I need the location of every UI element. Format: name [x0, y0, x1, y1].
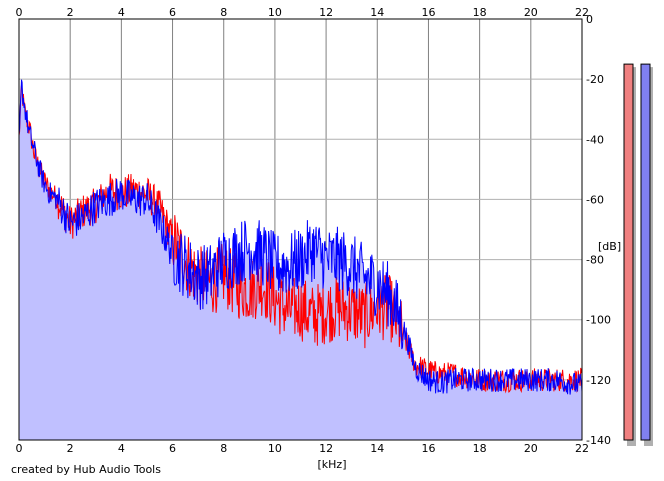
x-tick-label-top-7: 14 — [370, 6, 384, 19]
x-tick-label-bottom-0: 0 — [16, 442, 23, 455]
y-tick-label-0: 0 — [586, 13, 593, 26]
x-tick-label-top-8: 16 — [421, 6, 435, 19]
x-tick-label-top-4: 8 — [220, 6, 227, 19]
x-tick-label-bottom-8: 16 — [421, 442, 435, 455]
x-tick-label-bottom-3: 6 — [169, 442, 176, 455]
credit-text: created by Hub Audio Tools — [11, 463, 161, 476]
x-tick-label-top-0: 0 — [16, 6, 23, 19]
y-tick-label-3: -60 — [586, 193, 604, 206]
level-meter-1 — [640, 63, 651, 441]
x-tick-label-top-9: 18 — [473, 6, 487, 19]
x-tick-label-bottom-9: 18 — [473, 442, 487, 455]
x-tick-label-top-3: 6 — [169, 6, 176, 19]
x-tick-label-top-2: 4 — [118, 6, 125, 19]
x-axis-unit: [kHz] — [318, 458, 347, 471]
x-tick-label-bottom-2: 4 — [118, 442, 125, 455]
x-tick-label-bottom-1: 2 — [67, 442, 74, 455]
level-meter-0 — [623, 63, 634, 441]
x-tick-label-bottom-5: 10 — [268, 442, 282, 455]
y-tick-label-7: -140 — [586, 434, 611, 447]
x-tick-label-bottom-4: 8 — [220, 442, 227, 455]
x-tick-label-bottom-6: 12 — [319, 442, 333, 455]
x-tick-label-top-10: 20 — [524, 6, 538, 19]
y-axis-unit: [dB] — [598, 240, 621, 253]
x-tick-label-top-11: 22 — [575, 6, 589, 19]
x-tick-label-top-6: 12 — [319, 6, 333, 19]
x-tick-label-bottom-10: 20 — [524, 442, 538, 455]
tick-labels: 002244668810101212141416161818202022220-… — [16, 6, 611, 455]
x-tick-label-bottom-11: 22 — [575, 442, 589, 455]
plot-border — [18, 18, 583, 441]
series-line-right — [18, 79, 583, 395]
y-tick-label-1: -20 — [586, 73, 604, 86]
x-tick-label-top-1: 2 — [67, 6, 74, 19]
y-tick-label-4: -80 — [586, 254, 604, 267]
y-tick-label-5: -100 — [586, 314, 611, 327]
level-meters — [623, 63, 653, 446]
x-tick-label-top-5: 10 — [268, 6, 282, 19]
x-tick-label-bottom-7: 14 — [370, 442, 384, 455]
y-tick-label-6: -120 — [586, 374, 611, 387]
y-tick-label-2: -40 — [586, 133, 604, 146]
